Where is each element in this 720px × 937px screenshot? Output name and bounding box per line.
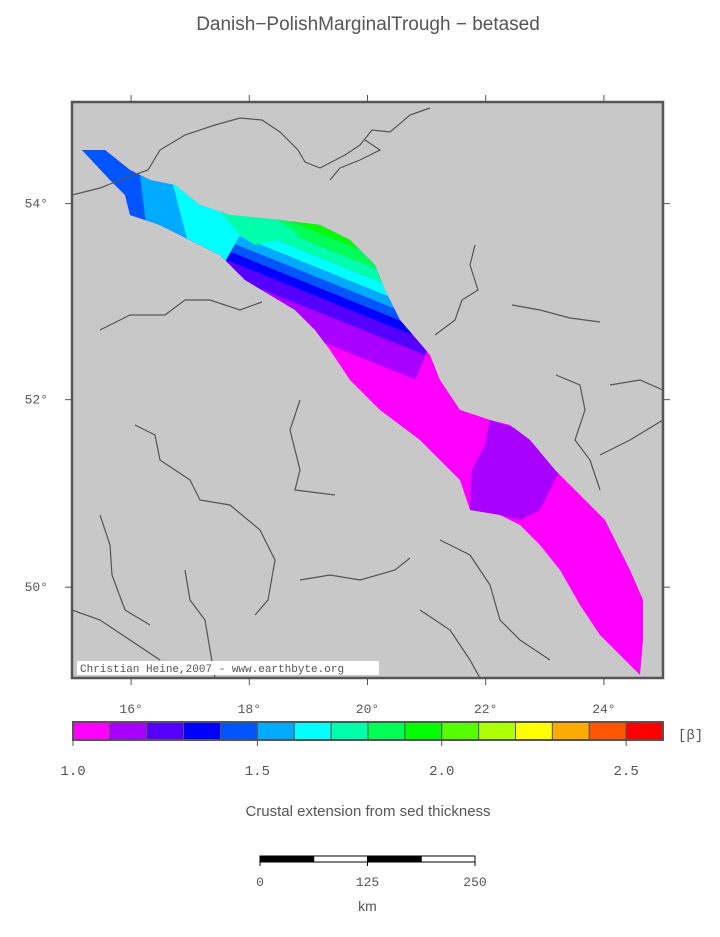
colorbar-tick-label: 2.5: [614, 764, 639, 780]
x-tick-label: 16°: [119, 702, 142, 717]
river: [434, 244, 479, 336]
colorbar-swatch: [72, 721, 111, 741]
river: [439, 539, 551, 661]
x-tick-label: 18°: [238, 702, 261, 717]
colorbar-frame: [72, 721, 664, 741]
colorbar-tick-label: 1.5: [245, 764, 270, 780]
coastline: [389, 107, 431, 133]
river: [419, 609, 481, 678]
trough-zone: [420, 400, 500, 515]
caption: Crustal extension from sed thickness: [245, 803, 490, 820]
colorbar-swatch: [478, 721, 516, 741]
scale-segment: [259, 855, 315, 863]
colorbar-swatch: [625, 721, 664, 741]
scale-segment: [420, 855, 476, 863]
scale-unit: km: [358, 898, 377, 914]
colorbar-swatch: [404, 721, 443, 741]
scale-tick-label: 250: [463, 875, 486, 890]
colorbar-swatch: [515, 721, 553, 741]
river: [599, 419, 663, 456]
colorbar-unit: [β]: [678, 728, 703, 744]
colorbar-swatch: [220, 721, 258, 741]
colorbar-swatch: [109, 721, 148, 741]
river: [99, 514, 151, 626]
axes: 16° 18° 20° 22° 24° 50° 52° 54° 1.0 1.5 2.0 2.5 [β] 0…: [25, 95, 703, 914]
river: [289, 399, 336, 496]
scale-segment: [313, 855, 368, 863]
river: [299, 557, 411, 581]
colorbar-swatch: [441, 721, 480, 741]
coastline: [329, 139, 382, 181]
colorbar-swatch: [367, 721, 406, 741]
river: [555, 374, 601, 491]
colorbar-swatch: [588, 721, 627, 741]
geography: [72, 107, 663, 678]
colorbar-swatch: [293, 721, 332, 741]
colorbar-tick-label: 1.0: [60, 764, 85, 780]
river: [99, 299, 263, 331]
x-tick-label: 20°: [356, 702, 379, 717]
trough-zone: [470, 420, 560, 520]
credit: Christian Heine,2007 - www.earthbyte.org: [80, 664, 344, 676]
scale-segment: [367, 855, 422, 863]
title: Danish−PolishMarginalTrough − betased: [196, 14, 540, 35]
river: [609, 379, 663, 391]
y-tick-label: 52°: [25, 393, 48, 408]
river: [134, 424, 276, 616]
colorbar-tick-label: 2.0: [429, 764, 454, 780]
credit-box: [77, 661, 379, 675]
x-tick-label: 22°: [474, 702, 497, 717]
colorbar-swatch: [146, 721, 185, 741]
river: [184, 569, 216, 678]
river: [72, 609, 161, 661]
scale-tick-label: 125: [356, 875, 379, 890]
colorbar-swatch: [256, 721, 295, 741]
y-tick-label: 54°: [25, 197, 48, 212]
coastline: [72, 117, 391, 196]
colorbar-swatch: [183, 721, 221, 741]
colorbar-swatch: [330, 721, 369, 741]
y-tick-label: 50°: [25, 580, 48, 595]
scale-tick-label: 0: [256, 875, 264, 890]
x-tick-label: 24°: [592, 702, 615, 717]
river: [511, 304, 601, 323]
colorbar-swatch: [551, 721, 590, 741]
